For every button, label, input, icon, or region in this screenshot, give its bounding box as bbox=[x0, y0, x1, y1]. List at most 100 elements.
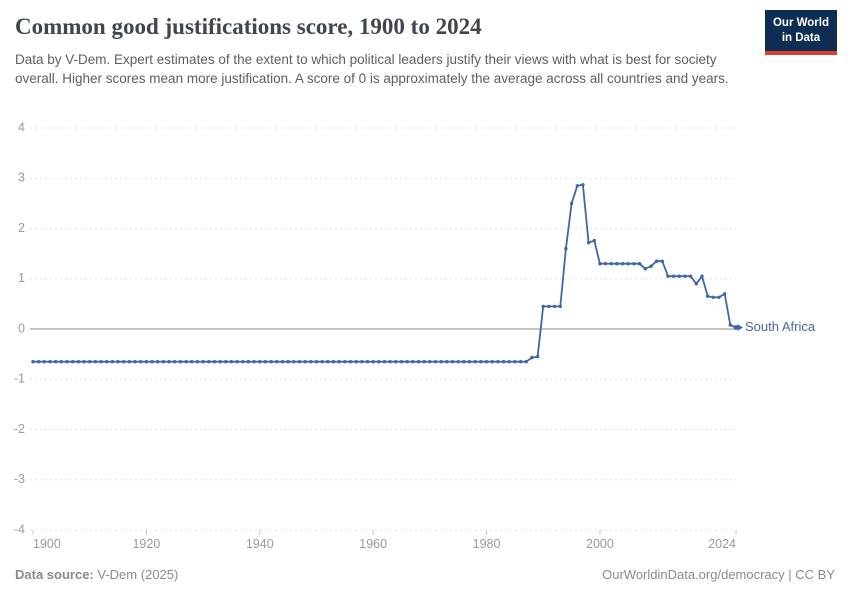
data-point[interactable] bbox=[706, 294, 710, 298]
data-point[interactable] bbox=[292, 360, 296, 364]
data-point[interactable] bbox=[677, 274, 681, 278]
data-point[interactable] bbox=[592, 238, 596, 243]
data-point[interactable] bbox=[246, 360, 251, 364]
data-point[interactable] bbox=[314, 360, 319, 364]
data-point[interactable] bbox=[700, 274, 704, 278]
data-point[interactable] bbox=[252, 360, 256, 364]
data-point[interactable] bbox=[518, 360, 523, 364]
data-point[interactable] bbox=[190, 360, 194, 364]
data-point[interactable] bbox=[388, 360, 392, 364]
data-point[interactable] bbox=[173, 360, 177, 364]
data-point[interactable] bbox=[433, 360, 438, 364]
data-point[interactable] bbox=[371, 360, 375, 364]
data-point[interactable] bbox=[654, 259, 659, 263]
data-point[interactable] bbox=[439, 360, 443, 364]
data-point[interactable] bbox=[71, 360, 75, 364]
data-point[interactable] bbox=[212, 360, 217, 364]
data-point[interactable] bbox=[575, 184, 579, 188]
owid-logo[interactable]: Our World in Data bbox=[764, 10, 837, 55]
data-point[interactable] bbox=[99, 360, 103, 364]
data-point[interactable] bbox=[331, 360, 336, 364]
data-point[interactable] bbox=[133, 360, 137, 364]
data-point[interactable] bbox=[723, 292, 727, 296]
data-point[interactable] bbox=[660, 259, 664, 263]
data-point[interactable] bbox=[303, 360, 307, 364]
data-point[interactable] bbox=[258, 360, 262, 364]
data-point[interactable] bbox=[473, 360, 477, 364]
data-point[interactable] bbox=[649, 264, 653, 268]
data-point[interactable] bbox=[507, 360, 511, 364]
data-point[interactable] bbox=[405, 360, 409, 364]
data-point[interactable] bbox=[717, 295, 721, 299]
data-point[interactable] bbox=[269, 360, 273, 364]
data-point[interactable] bbox=[416, 360, 421, 364]
data-point[interactable] bbox=[110, 360, 115, 364]
data-point[interactable] bbox=[615, 262, 619, 266]
data-point[interactable] bbox=[382, 360, 387, 364]
data-point[interactable] bbox=[88, 360, 92, 364]
data-point[interactable] bbox=[637, 262, 642, 266]
data-point[interactable] bbox=[456, 360, 460, 364]
data-point[interactable] bbox=[54, 360, 58, 364]
data-point[interactable] bbox=[127, 360, 132, 364]
data-point[interactable] bbox=[450, 360, 455, 364]
data-point[interactable] bbox=[490, 360, 494, 364]
data-point[interactable] bbox=[201, 360, 205, 364]
data-point[interactable] bbox=[394, 360, 398, 364]
data-point[interactable] bbox=[535, 354, 540, 359]
data-point[interactable] bbox=[122, 360, 126, 364]
data-point[interactable] bbox=[144, 360, 149, 364]
data-point[interactable] bbox=[501, 360, 506, 364]
data-point[interactable] bbox=[348, 360, 353, 364]
data-point[interactable] bbox=[218, 360, 222, 364]
data-point[interactable] bbox=[541, 304, 545, 309]
data-point[interactable] bbox=[229, 360, 234, 364]
data-point[interactable] bbox=[547, 304, 551, 309]
data-point[interactable] bbox=[422, 360, 426, 364]
data-point[interactable] bbox=[224, 360, 228, 364]
data-point[interactable] bbox=[337, 360, 341, 364]
data-point[interactable] bbox=[82, 360, 86, 364]
data-point[interactable] bbox=[671, 274, 676, 278]
data-point[interactable] bbox=[48, 360, 52, 364]
series-line[interactable] bbox=[32, 183, 737, 363]
data-point[interactable] bbox=[694, 282, 698, 286]
data-point[interactable] bbox=[178, 360, 183, 364]
data-point[interactable] bbox=[728, 323, 732, 327]
data-point[interactable] bbox=[683, 274, 687, 278]
data-point[interactable] bbox=[263, 360, 268, 364]
data-point[interactable] bbox=[626, 262, 630, 266]
data-point[interactable] bbox=[241, 360, 245, 364]
data-point[interactable] bbox=[150, 360, 154, 364]
data-point[interactable] bbox=[688, 274, 693, 278]
data-point[interactable] bbox=[195, 360, 200, 364]
data-point[interactable] bbox=[365, 360, 370, 364]
data-point[interactable] bbox=[530, 355, 534, 360]
data-point[interactable] bbox=[558, 304, 562, 309]
data-point[interactable] bbox=[280, 360, 285, 364]
data-point[interactable] bbox=[484, 360, 489, 364]
data-point[interactable] bbox=[235, 360, 239, 364]
line-chart[interactable]: 4 3 2 1 0 -1 -2 -3 -4 1900 1920 1940 1960 1980 2000 202… bbox=[0, 110, 850, 565]
data-point[interactable] bbox=[139, 360, 143, 364]
data-point[interactable] bbox=[37, 360, 41, 364]
data-point[interactable] bbox=[161, 360, 166, 364]
data-point[interactable] bbox=[31, 360, 35, 364]
data-point[interactable] bbox=[343, 360, 347, 364]
data-point[interactable] bbox=[428, 360, 432, 364]
data-point[interactable] bbox=[360, 360, 364, 364]
data-point[interactable] bbox=[603, 262, 608, 266]
data-point[interactable] bbox=[156, 360, 160, 364]
data-point[interactable] bbox=[620, 262, 625, 266]
data-point[interactable] bbox=[598, 262, 602, 266]
data-point[interactable] bbox=[609, 262, 613, 266]
data-point[interactable] bbox=[581, 183, 585, 187]
data-point[interactable] bbox=[711, 295, 715, 299]
data-point[interactable] bbox=[399, 360, 404, 364]
data-point[interactable] bbox=[76, 360, 81, 364]
data-point[interactable] bbox=[411, 360, 415, 364]
data-point[interactable] bbox=[445, 360, 449, 364]
data-point[interactable] bbox=[207, 360, 211, 364]
data-point[interactable] bbox=[326, 360, 330, 364]
data-point[interactable] bbox=[309, 360, 313, 364]
